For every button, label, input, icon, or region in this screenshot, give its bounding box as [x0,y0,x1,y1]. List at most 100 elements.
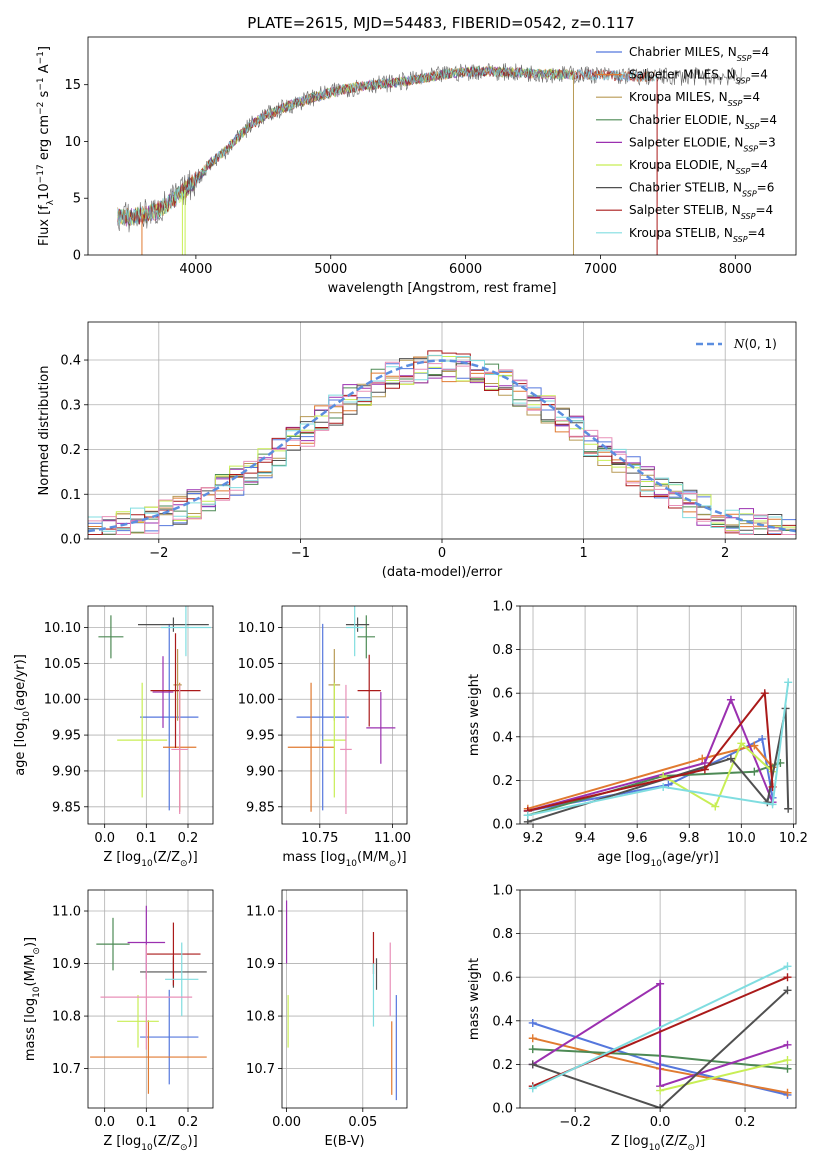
weight-point [750,741,759,750]
normal-curve [88,359,796,533]
spectrum-line-kroupa-stelib [117,66,657,226]
plot-area [88,322,796,539]
panel-age-vs-mass: 10.75 11.00 9.85 9.90 9.95 10.00 10.05 10.10 mas… [238,605,411,869]
weight-line-chabrier-miles [527,737,774,812]
y-tick-label: 9.85 [246,800,275,815]
y-tick-label: 0.0 [492,818,513,833]
y-tick-label: 9.90 [52,764,81,779]
axes-frame [519,889,797,1109]
weight-point [656,1086,665,1095]
weight-point [783,973,792,982]
histogram-pink [88,361,796,535]
legend-entry: Chabrier MILES, NSSP=4 [629,45,769,63]
x-axis-label: wavelength [Angstrom, rest frame] [328,281,557,296]
plot-area [520,890,796,1108]
y-tick-label: 10.00 [238,693,275,708]
legend-entry: N(0, 1) [733,337,777,351]
weight-line-salpeter-stelib [527,690,774,812]
x-tick-label: 8000 [719,262,752,277]
x-tick-label: 0.00 [272,1115,301,1130]
spectrum-line-salpeter-stelib [117,66,657,226]
weight-point [758,734,767,743]
y-axis-label: mass weight [467,674,482,756]
y-tick-label: 9.95 [246,729,275,744]
y-axis-label: mass [log10(M/M⊙)] [23,937,42,1061]
x-tick-label: 0.0 [94,831,115,846]
y-tick-label: 11.0 [52,905,81,920]
y-tick-label: 0.3 [60,398,81,413]
y-axis-label: age [log10(age/yr)] [13,654,32,776]
y-tick-label: 1.0 [492,884,513,899]
y-tick-label: 10.05 [44,657,81,672]
y-axis-label: Normed distribution [37,366,52,496]
weight-point [528,1060,537,1069]
x-axis-label: (data-model)/error [382,565,503,580]
legend-entry: Kroupa MILES, NSSP=4 [629,90,760,108]
y-tick-label: 0.8 [492,927,513,942]
panel-residuals: −2 −1 0 1 2 0.0 0.1 0.2 0.3 0.4 (data-model)/error… [37,321,797,580]
y-tick-label: 0.2 [492,774,513,789]
x-tick-label: 0 [438,546,446,561]
y-tick-label: 0.8 [492,643,513,658]
legend-entry: Salpeter STELIB, NSSP=4 [629,203,773,221]
weight-point [737,739,746,748]
y-tick-label: 11.0 [246,905,275,920]
panel-weight-vs-Z: −0.2 0.0 0.2 0.0 0.2 0.4 0.6 0.8 1.0 Z [log10(Z/Z… [467,884,797,1153]
x-tick-label: 6000 [449,262,482,277]
y-tick-label: 10.00 [44,693,81,708]
plot-area [282,606,407,824]
axes-frame [519,605,797,825]
weight-line-salpeter-elodie [532,981,788,1088]
legend-entry: Kroupa ELODIE, NSSP=4 [629,158,768,176]
x-tick-label: 9.8 [679,831,700,846]
x-tick-label: 0.0 [94,1115,115,1130]
x-axis-label: Z [log10(Z/Z⊙)] [103,850,197,869]
y-tick-label: 10 [64,135,81,150]
weight-point [698,754,707,763]
axes-frame [87,605,214,825]
axes-frame [87,321,797,540]
x-tick-label: 5000 [314,262,347,277]
weight-line-kroupa-stelib [527,682,790,817]
y-tick-label: 0.4 [492,730,513,745]
weight-point [528,1045,537,1054]
weight-point [656,979,665,988]
axes-frame [87,889,214,1109]
weight-line-salpeter-elodie [527,697,774,812]
weight-point [726,754,735,763]
weight-line-salpeter-miles [527,744,774,810]
weight-point [656,1104,665,1108]
panel-mass-vs-EBV: 0.00 0.05 10.7 10.8 10.9 11.0 E(B-V) [246,889,408,1149]
weight-point [726,695,735,704]
y-tick-label: 9.85 [52,800,81,815]
x-tick-label: 11.00 [374,831,411,846]
x-tick-label: 4000 [179,262,212,277]
plot-area [520,606,796,824]
weight-point [783,1088,792,1097]
y-tick-label: 10.9 [246,957,275,972]
x-tick-label: 0.2 [735,1115,756,1130]
y-tick-label: 10.7 [246,1062,275,1077]
plot-area [88,606,213,824]
y-tick-label: 0.1 [60,488,81,503]
legend-entry: Chabrier STELIB, NSSP=6 [629,181,774,199]
weight-point [760,689,769,698]
panel-mass-vs-Z: 0.0 0.1 0.2 10.7 10.8 10.9 11.0 Z [log10(Z/Z⊙)]… [23,889,214,1153]
weight-point [783,1040,792,1049]
x-tick-label: 1 [579,546,587,561]
x-axis-label: Z [log10(Z/Z⊙)] [611,1134,705,1153]
spectrum-line-chabrier-miles [117,65,641,226]
x-axis-label: E(B-V) [324,1134,364,1149]
x-tick-label: 10.2 [779,831,808,846]
x-tick-label: −0.2 [559,1115,591,1130]
weight-point [528,1018,537,1027]
y-tick-label: 9.90 [246,764,275,779]
weight-point [783,962,792,971]
x-tick-label: 9.6 [627,831,648,846]
legend-entry: Salpeter MILES, NSSP=4 [629,68,768,86]
y-tick-label: 0 [73,249,81,264]
x-tick-label: 0.2 [178,1115,199,1130]
weight-point [523,811,532,820]
y-axis-label: mass weight [467,958,482,1040]
